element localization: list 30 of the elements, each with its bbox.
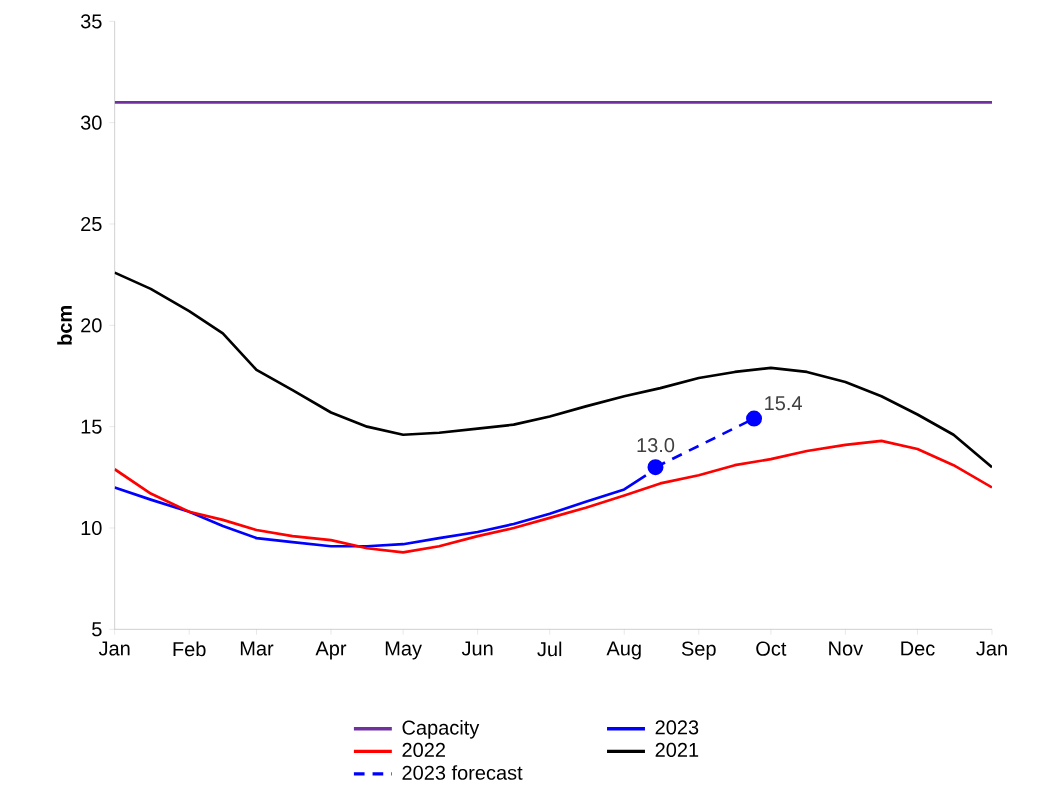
y-tick-label: 30	[80, 115, 102, 130]
y-axis-title: bcm	[57, 306, 72, 345]
x-tick-label: May	[385, 641, 422, 660]
line-series	[114, 271, 992, 469]
x-tick-label: Dec	[901, 641, 935, 656]
legend-label: 2022	[402, 743, 445, 758]
line-series	[114, 439, 992, 554]
x-tick-label: Apr	[315, 641, 347, 660]
x-tick-label: Jul	[537, 641, 562, 657]
y-tick-label: 5	[92, 622, 102, 637]
x-tick-label: Feb	[173, 641, 206, 657]
legend-label: 2023 forecast	[402, 765, 523, 780]
y-tick-label: 25	[81, 217, 102, 232]
x-tick-label: Jun	[461, 641, 493, 656]
legend-label: Capacity	[402, 720, 480, 739]
x-tick-label: Sep	[681, 641, 716, 660]
legend-label: 2021	[655, 743, 699, 758]
y-tick-label: 15	[81, 419, 102, 434]
y-tick-label: 10	[81, 521, 102, 536]
x-tick-label: Nov	[829, 641, 864, 656]
legend-label: 2023	[655, 720, 699, 735]
x-tick-label: Aug	[606, 641, 641, 660]
x-tick-label: Oct	[756, 641, 787, 656]
x-tick-label: Jan	[98, 641, 130, 656]
data-label: 15.4	[765, 396, 802, 411]
x-tick-label: Mar	[240, 641, 274, 656]
data-label: 13.0	[637, 438, 675, 453]
y-tick-label: 20	[81, 318, 102, 333]
x-tick-label: Jan	[976, 641, 1007, 656]
y-tick-label: 35	[80, 14, 102, 29]
